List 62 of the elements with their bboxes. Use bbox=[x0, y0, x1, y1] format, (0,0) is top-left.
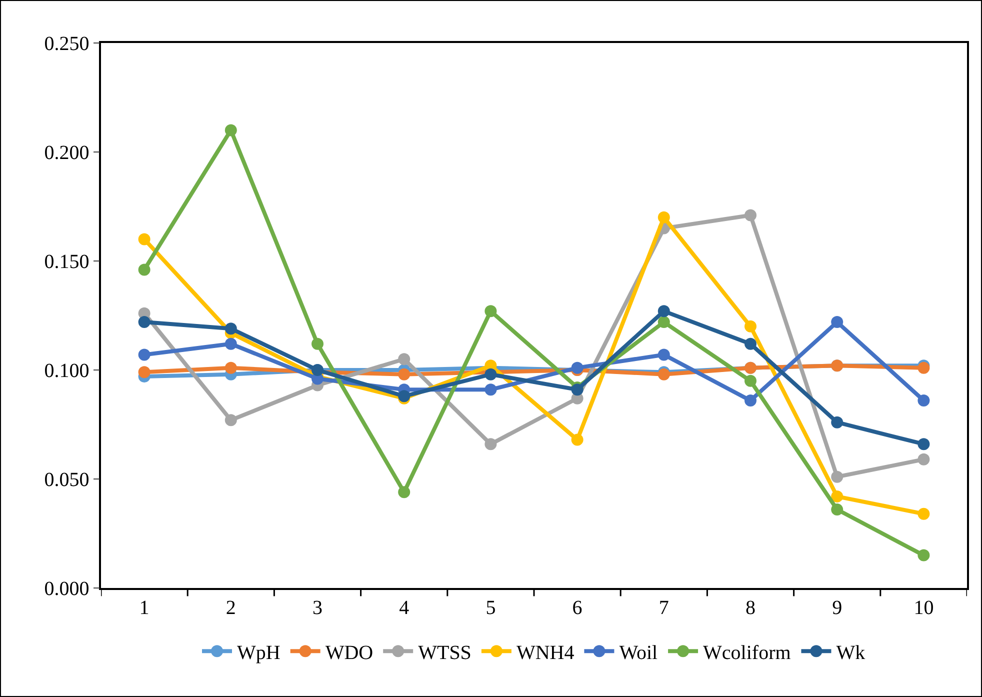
point bbox=[398, 353, 410, 366]
point bbox=[658, 348, 670, 361]
point bbox=[398, 486, 410, 498]
point bbox=[831, 316, 844, 328]
y-tick-label: 0.250 bbox=[44, 33, 90, 55]
legend-label: Wcoliform bbox=[703, 642, 792, 664]
legend-label: WTSS bbox=[418, 642, 472, 664]
y-tick-label: 0.050 bbox=[44, 469, 90, 491]
x-tick-label: 10 bbox=[914, 596, 934, 619]
point bbox=[312, 338, 324, 350]
point bbox=[918, 508, 930, 520]
point bbox=[224, 362, 237, 374]
point bbox=[138, 264, 150, 276]
legend-label: Wk bbox=[836, 642, 866, 664]
x-tick-label: 1 bbox=[139, 596, 150, 619]
point bbox=[484, 384, 497, 396]
point bbox=[398, 368, 410, 380]
point bbox=[744, 394, 756, 407]
x-tick-label: 2 bbox=[226, 596, 236, 619]
y-tick-label: 0.100 bbox=[44, 360, 90, 382]
point bbox=[224, 322, 237, 335]
point bbox=[658, 305, 670, 318]
y-tick-label: 0.150 bbox=[44, 251, 90, 273]
point bbox=[831, 470, 844, 483]
x-tick-label: 8 bbox=[746, 596, 756, 619]
point bbox=[484, 305, 497, 318]
legend-label: WDO bbox=[325, 642, 374, 664]
legend-label: WNH4 bbox=[516, 642, 574, 664]
point bbox=[744, 338, 756, 350]
point bbox=[831, 504, 844, 516]
point bbox=[918, 394, 930, 407]
point bbox=[224, 414, 237, 426]
legend-label: WpH bbox=[237, 642, 280, 664]
point bbox=[571, 384, 584, 396]
point bbox=[744, 374, 756, 387]
point bbox=[831, 416, 844, 428]
point bbox=[918, 438, 930, 450]
legend-label: Woil bbox=[619, 642, 658, 664]
point bbox=[744, 320, 756, 332]
y-tick-label: 0.200 bbox=[44, 142, 90, 164]
point bbox=[138, 233, 150, 246]
point bbox=[224, 338, 237, 350]
point bbox=[138, 316, 150, 328]
x-tick-label: 9 bbox=[832, 596, 842, 619]
x-tick-label: 5 bbox=[486, 596, 496, 619]
x-tick-label: 6 bbox=[572, 596, 582, 619]
point bbox=[658, 316, 670, 328]
point bbox=[571, 362, 584, 374]
x-tick-label: 3 bbox=[312, 596, 322, 619]
point bbox=[918, 453, 930, 466]
point bbox=[658, 211, 670, 224]
point bbox=[484, 438, 497, 450]
point bbox=[224, 124, 237, 136]
point bbox=[831, 490, 844, 502]
point bbox=[571, 434, 584, 446]
point bbox=[138, 366, 150, 378]
point bbox=[918, 549, 930, 562]
x-tick-label: 4 bbox=[399, 596, 410, 619]
x-tick-label: 7 bbox=[658, 596, 669, 619]
point bbox=[744, 209, 756, 222]
point bbox=[138, 348, 150, 361]
y-tick-label: 0.000 bbox=[44, 578, 90, 600]
